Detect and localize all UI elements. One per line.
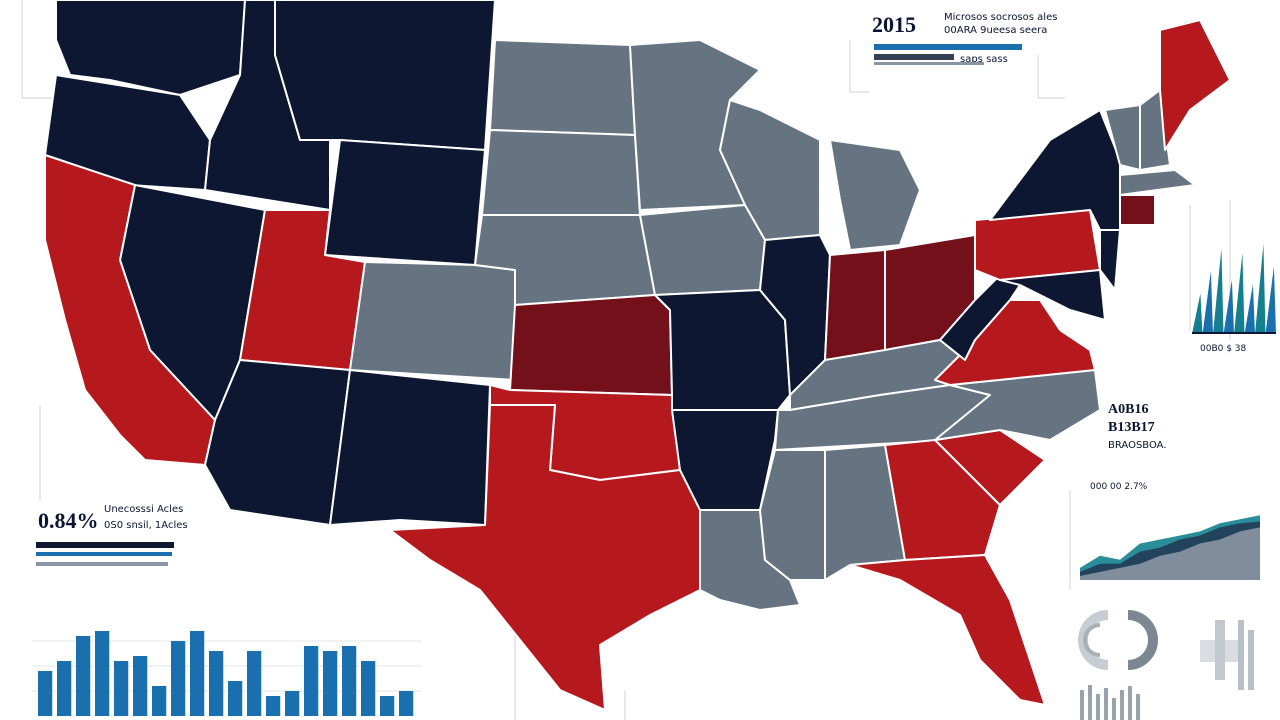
state-ks [509, 294, 673, 396]
bar-chart-bottom-bar [304, 646, 319, 716]
bar-chart-bottom-bar [133, 656, 148, 716]
legend-top-line1: Microsos socrosos ales [944, 12, 1058, 23]
bar-chart-bottom-bar [399, 691, 414, 716]
state-nj [1099, 229, 1121, 291]
state-tx [389, 404, 701, 711]
state-wv [939, 274, 1021, 361]
state-nd [489, 39, 636, 136]
state-sd [481, 129, 641, 216]
bar-chart-bottom-bar [95, 631, 110, 716]
annotation-right-line3: BRAOSBOA. [1108, 440, 1167, 451]
mini-chart-right-peak [1213, 248, 1224, 334]
legend-left-bar-3 [36, 562, 168, 566]
bar-chart-bottom-bar [114, 661, 129, 716]
bar-chart-bottom-bar [152, 686, 167, 716]
legend-left-line1: Unecosssi Acles [104, 504, 184, 515]
state-wy [324, 139, 486, 266]
annotation-right-line1: A0B16 [1108, 402, 1149, 417]
bar-chart-bottom-bar [247, 651, 262, 716]
state-mt [274, 0, 496, 151]
state-ga [884, 439, 1001, 561]
bar-chart-bottom-bar [285, 691, 300, 716]
state-mo [654, 289, 791, 411]
mini-chart-right [1192, 244, 1276, 334]
legend-left-line2: 0S0 snsil, 1Acles [104, 520, 188, 531]
mini-bars-bottom-right [1080, 620, 1254, 720]
mini-chart-right-peak [1202, 271, 1213, 334]
state-ia [639, 204, 766, 296]
bar-chart-bottom-bar [380, 696, 395, 716]
state-nm [329, 369, 491, 526]
bar-chart-bottom-bar [38, 671, 53, 716]
bottom-right-widgets [1078, 610, 1254, 720]
state-ms [759, 449, 826, 581]
area-chart-layer [1080, 527, 1260, 580]
mini-chart-right-peak [1265, 266, 1276, 334]
bar-chart-bottom [32, 631, 422, 716]
bar-chart-bottom-bar [57, 661, 72, 716]
state-ma [1119, 169, 1196, 196]
mini-chart-right-peak [1234, 253, 1245, 334]
mini-chart-right-peak [1244, 284, 1255, 334]
bar-chart-bottom-bar [323, 651, 338, 716]
fan-icon [1200, 620, 1240, 680]
mini-chart-right-peak [1223, 280, 1234, 334]
state-ny [989, 109, 1121, 231]
legend-top-bar-2 [874, 54, 954, 60]
legend-left-bar-1 [36, 542, 174, 548]
donut-gauge [1078, 610, 1158, 670]
area-chart-right-label: 000 00 2.7% [1090, 482, 1148, 492]
legend-top-caption: saps sass [960, 54, 1008, 65]
bar-chart-bottom-bar [228, 681, 243, 716]
bar-chart-bottom-bar [342, 646, 357, 716]
state-co [349, 261, 516, 381]
legend-top-line2: 00ARA 9ueesa seera [944, 25, 1048, 36]
bar-chart-bottom-bar [171, 641, 186, 716]
legend-top-bar-1 [874, 44, 1022, 50]
bar-chart-bottom-bar [266, 696, 281, 716]
legend-left-bar-2 [36, 552, 172, 556]
state-nc [934, 369, 1101, 441]
annotation-right-line2: B13B17 [1108, 420, 1155, 435]
state-ct [1119, 194, 1156, 226]
mini-chart-right-peak [1255, 244, 1266, 334]
legend-top-number: 2015 [872, 12, 916, 37]
state-me [1159, 19, 1231, 151]
state-ca [44, 154, 216, 466]
bar-chart-bottom-bar [76, 636, 91, 716]
area-chart-right [1080, 515, 1260, 580]
bar-chart-bottom-bar [190, 631, 205, 716]
state-md [999, 269, 1106, 321]
bar-chart-bottom-bar [361, 661, 376, 716]
mini-chart-right-peak [1192, 293, 1203, 334]
legend-top-bar-3 [874, 62, 984, 65]
state-fl [849, 554, 1046, 706]
legend-left-number: 0.84% [38, 508, 99, 533]
state-mi [829, 139, 921, 251]
mini-chart-right-label: 00B0 $ 38 [1200, 344, 1247, 354]
state-in [824, 249, 886, 361]
bar-chart-bottom-bar [209, 651, 224, 716]
